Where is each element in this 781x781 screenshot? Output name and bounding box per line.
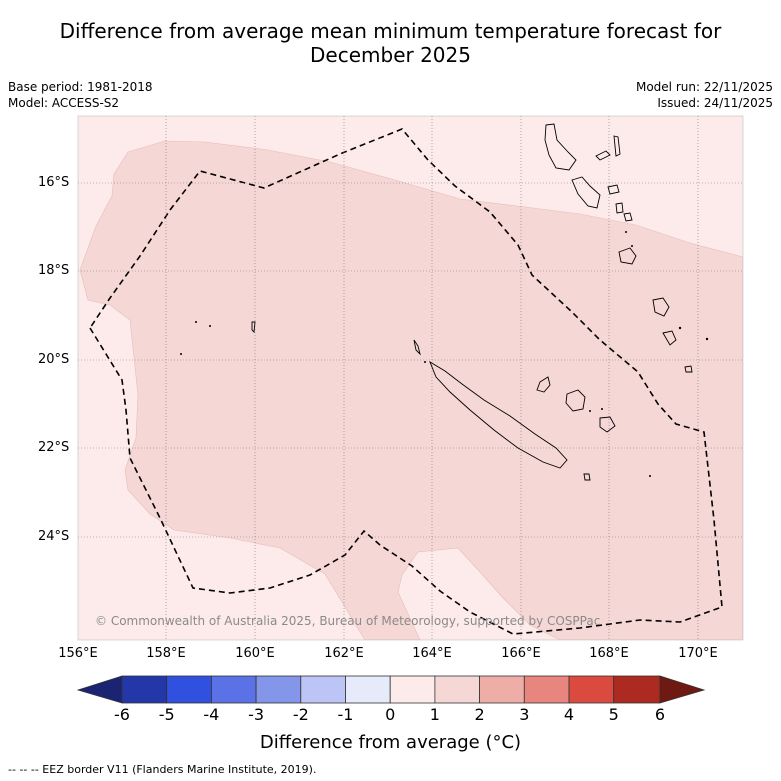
colorbar-label-5: 5 (608, 705, 619, 724)
meta-left: Base period: 1981-2018 Model: ACCESS-S2 (8, 79, 153, 111)
colorbar-title: Difference from average (°C) (259, 732, 522, 753)
colorbar-segment-3-2 (255, 675, 302, 704)
colorbar-segment-2-1 (300, 675, 346, 704)
lon-tick-168e: 168°E (589, 646, 629, 661)
lon-tick-156e: 156°E (58, 646, 98, 661)
colorbar-label-6: 6 (654, 705, 666, 724)
colorbar-label-0: 0 (385, 705, 396, 724)
colorbar-label-neg1: -1 (337, 705, 354, 724)
colorbar-segment-4-3 (210, 675, 257, 704)
colorbar-segment-5-6 (613, 675, 661, 704)
lon-tick-160e: 160°E (235, 646, 275, 661)
model-name: Model: ACCESS-S2 (8, 96, 120, 110)
vanuatu-ambae (595, 150, 611, 161)
chart-title-line2: December 2025 (310, 43, 471, 67)
lon-tick-170e: 170°E (678, 646, 718, 661)
small-islets (180, 231, 709, 477)
issued-date: Issued: 24/11/2025 (657, 96, 773, 110)
lat-tick-16s: 16°S (38, 175, 70, 190)
colorbar-segment-below-6 (76, 675, 123, 704)
colorbar-segment-1-0 (345, 675, 391, 704)
vanuatu-efate (618, 247, 637, 265)
colorbar-segment-1-2 (434, 675, 480, 704)
graticule (78, 116, 743, 640)
colorbar-label-2: 2 (474, 705, 485, 724)
vanuatu-epi (615, 202, 624, 214)
colorbar-segment-0-1 (389, 675, 436, 704)
colorbar-label-1: 1 (429, 705, 440, 724)
vanuatu-malekula (571, 176, 601, 209)
lon-tick-162e: 162°E (324, 646, 364, 661)
isle-of-pines (583, 473, 591, 481)
lat-tick-18s: 18°S (38, 263, 70, 278)
meta-right: Model run: 22/11/2025 Issued: 24/11/2025 (636, 79, 773, 111)
colorbar-label-neg2: -2 (292, 705, 309, 724)
colorbar-label-neg3: -3 (248, 705, 265, 724)
chart-title: Difference from average mean minimum tem… (0, 19, 781, 67)
belep-islands (413, 339, 421, 356)
map-frame (77, 115, 744, 641)
colorbar-segment-3-4 (523, 675, 570, 704)
vanuatu-maewo (613, 135, 621, 157)
chesterfield-islands (251, 321, 256, 333)
base-period: Base period: 1981-2018 (8, 80, 153, 94)
colorbar-label-3: 3 (519, 705, 530, 724)
colorbar (76, 675, 706, 704)
lat-tick-22s: 22°S (38, 440, 70, 455)
vanuatu-tanna (662, 330, 677, 346)
lon-tick-166e: 166°E (501, 646, 541, 661)
colorbar-segment-4-5 (568, 675, 615, 704)
anomaly-region-1-to-2 (79, 140, 743, 640)
colorbar-segment-5-4 (166, 675, 212, 704)
vanuatu-ambrym (607, 184, 620, 195)
colorbar-label-neg6: -6 (114, 705, 130, 724)
vanuatu-shepherd-islands (623, 212, 633, 222)
loyalty-island-ouvea (536, 376, 551, 393)
colorbar-label-4: 4 (563, 705, 575, 724)
eez-border (89, 128, 723, 635)
new-caledonia-island (429, 360, 568, 469)
colorbar-label-neg5: -5 (158, 705, 175, 724)
loyalty-island-mare (599, 416, 616, 433)
lon-tick-164e: 164°E (412, 646, 452, 661)
vanuatu-erromango (652, 297, 670, 317)
chart-title-line1: Difference from average mean minimum tem… (59, 19, 722, 43)
vanuatu-espiritu-santo (544, 123, 577, 171)
model-run: Model run: 22/11/2025 (635, 80, 773, 94)
colorbar-label-neg4: -4 (203, 705, 220, 724)
coastlines (251, 123, 693, 481)
eez-footnote: -- -- -- EEZ border V11 (Flanders Marine… (8, 763, 317, 776)
colorbar-segment-6-5 (121, 675, 168, 704)
colorbar-segment-2-3 (479, 675, 525, 704)
loyalty-island-lifou (565, 389, 586, 412)
vanuatu-aneityum (684, 365, 693, 373)
lat-tick-24s: 24°S (38, 529, 70, 544)
lon-tick-158e: 158°E (146, 646, 186, 661)
colorbar-segment-above-6 (659, 675, 706, 704)
lat-tick-20s: 20°S (38, 352, 70, 367)
copyright-notice: © Commonwealth of Australia 2025, Bureau… (95, 614, 601, 628)
